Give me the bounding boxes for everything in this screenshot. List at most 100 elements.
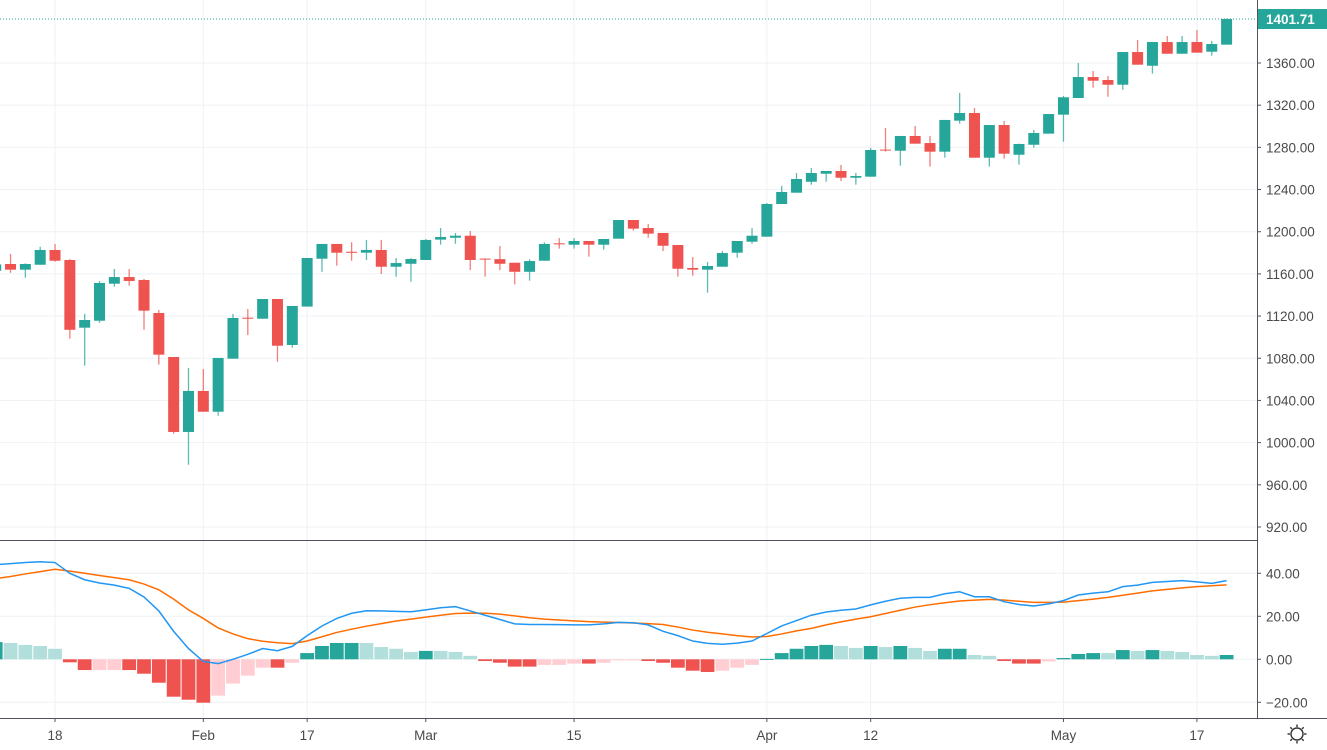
time-tick-label: 17 [1189,728,1204,743]
candle-body [168,356,180,432]
candle [568,238,580,249]
macd-axis[interactable]: −20.00 0.00 20.00 40.00 [1257,566,1308,710]
candle-body [1161,42,1173,54]
candle [1161,36,1173,54]
candle [924,135,936,167]
candle [702,261,714,293]
candle [286,305,298,348]
candle [449,232,461,244]
time-tick-label: Feb [192,728,215,743]
candle-body [5,263,17,270]
macd-tick-label: 0.00 [1266,652,1292,667]
macd-histogram-bar [819,644,834,660]
macd-histogram-bar [329,642,344,660]
time-tick-label: 15 [567,728,582,743]
candle [138,278,150,330]
candle [479,258,491,277]
macd-histogram-bar [1041,659,1056,662]
candle-body [316,243,328,259]
settings-sun-gear-icon[interactable] [1287,724,1307,744]
candle-body [894,135,906,151]
macd-histogram-bar [952,648,967,660]
candle [627,220,639,231]
macd-histogram-bar [759,658,774,660]
candle [538,242,550,261]
candle [672,245,684,277]
candle-body [553,243,565,245]
macd-histogram-bar [626,659,641,661]
macd-histogram-bar [3,642,18,660]
macd-histogram-bar [908,647,923,660]
price-tick-label: 1000.00 [1266,436,1315,451]
price-axis[interactable]: 920.00 960.00 1000.00 1040.00 1080.00 1120.00… [1257,9,1327,535]
candle [1191,29,1203,53]
macd-histogram-bar [967,655,982,660]
candle-body [1013,143,1025,155]
candle [983,125,995,167]
candle-body [1117,52,1129,85]
candle [1043,114,1055,134]
candle [420,239,432,260]
candle [108,269,120,287]
macd-histogram-bar [997,659,1012,662]
macd-histogram-bar [389,648,404,660]
candle [880,127,891,152]
candle-body [924,143,936,152]
candle [390,258,402,277]
macd-histogram-bar [196,659,211,703]
candle-body [835,170,847,178]
candle [257,298,269,319]
macd-histogram-bar [1219,655,1234,660]
candle-body [613,220,625,239]
macd-histogram-bar [745,659,759,665]
candle-body [1146,42,1158,66]
candle-body [524,261,536,272]
macd-histogram-bar [982,655,997,660]
macd-histogram-bar [166,659,181,697]
price-pane[interactable] [0,18,1257,465]
candle-body [375,249,387,267]
candle-body [197,390,209,412]
candle [642,224,654,238]
macd-histogram-bar [33,645,48,660]
time-axis[interactable]: 18 Feb 17 Mar 15 Apr 12 May 17 [48,718,1205,743]
candle-body [1072,77,1084,99]
macd-histogram-bar [285,659,300,663]
time-tick-label: 17 [300,728,315,743]
time-tick-label: May [1051,728,1077,743]
candle-body [464,235,476,260]
candle-body [702,265,714,270]
candle [998,120,1010,159]
candle [1013,143,1025,165]
candle-body [672,245,684,269]
candle-body [1043,114,1055,134]
time-tick-label: 12 [863,728,878,743]
price-tick-label: 1040.00 [1266,393,1315,408]
candle [850,172,862,185]
candle-body [0,264,2,271]
candle [94,280,106,323]
candle-body [583,240,595,245]
candle-body [331,243,343,253]
candle [123,269,135,286]
time-tick-label: 18 [48,728,63,743]
candle [405,258,417,282]
candle-body [538,243,550,261]
macd-histogram-bar [315,645,329,660]
macd-histogram-bar [300,653,315,660]
candle [153,309,165,365]
candle-body [494,259,506,264]
candle-body [1132,52,1144,65]
candle [1072,63,1084,99]
candle-body [286,305,298,345]
candle [1176,36,1188,54]
macd-histogram-bar [893,645,908,660]
price-tick-label: 1080.00 [1266,351,1315,366]
candle-body [776,191,788,204]
macd-histogram-bar [137,659,151,674]
candle-body [998,125,1010,154]
candle [1221,18,1233,45]
candle-body [212,357,224,412]
macd-pane[interactable] [0,560,1234,703]
